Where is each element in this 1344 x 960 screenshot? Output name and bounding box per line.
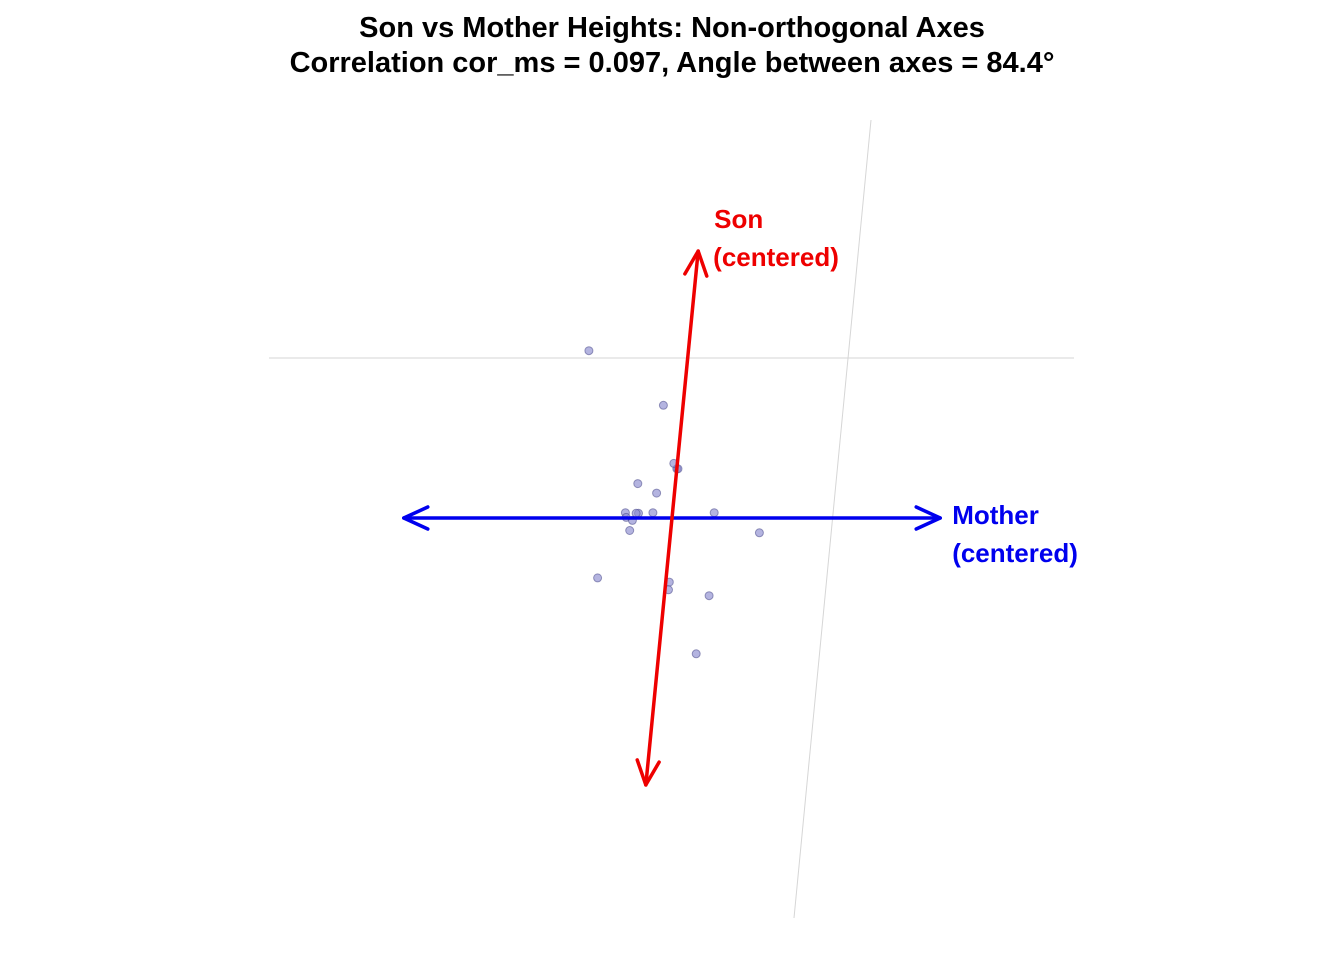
data-point [648,508,658,518]
data-point [593,573,603,583]
chart-subtitle: Correlation cor_ms = 0.097, Angle betwee… [289,47,1055,79]
data-point [658,400,668,410]
chart-title: Son vs Mother Heights: Non-orthogonal Ax… [359,12,985,44]
son-axis-arrow [635,249,709,787]
data-point [704,591,714,601]
data-point [633,479,643,489]
mother-axis-label: Mother [952,500,1039,530]
data-point [691,649,701,659]
data-point [709,508,719,518]
son-axis-label-sub: (centered) [713,242,839,272]
axis-labels: Mother (centered) Son (centered) [713,204,1078,568]
data-point [625,526,635,535]
data-point [754,528,764,538]
data-point [584,346,594,356]
data-point [652,488,662,498]
son-axis-label: Son [714,204,763,234]
mother-axis-label-sub: (centered) [952,538,1078,568]
axis-arrows [402,249,942,787]
